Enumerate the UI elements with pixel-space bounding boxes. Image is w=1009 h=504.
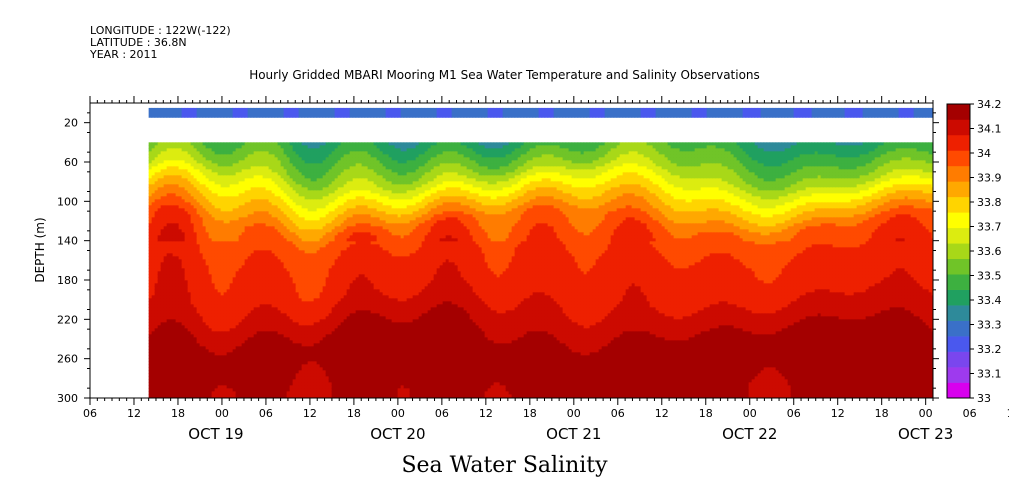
x-axis: 06 12 18 00 06 12 18 00 06 12 18 00 06 12 18 00 06 12 18 00… (83, 96, 1009, 443)
colorbar-label: 33.5 (977, 270, 1002, 283)
x-tick-label: 12 (1007, 407, 1009, 420)
x-day-label: OCT 21 (546, 425, 601, 443)
x-tick-label: 12 (127, 407, 141, 420)
colorbar-swatch (947, 320, 970, 337)
x-tick-label: 06 (963, 407, 977, 420)
colorbar-swatch (947, 274, 970, 290)
x-tick-label: 06 (787, 407, 801, 420)
x-tick-label: 12 (831, 407, 845, 420)
y-tick-label: 180 (57, 274, 78, 287)
colorbar-swatch (947, 212, 970, 229)
y-tick-label: 300 (57, 392, 78, 405)
x-tick-label: 00 (567, 407, 581, 420)
colorbar-swatch (947, 165, 970, 182)
colorbar-swatch (947, 227, 970, 244)
y-tick-label: 140 (57, 235, 78, 248)
colorbar-label: 33.4 (977, 294, 1002, 307)
colorbar-label: 33.7 (977, 221, 1002, 234)
y-tick-label: 100 (57, 195, 78, 208)
longitude-label: LONGITUDE : 122W(-122) (90, 25, 231, 37)
y-axis: 20 60 100 140 180 220 260 300 (57, 112, 939, 405)
y-tick-label: 60 (64, 156, 78, 169)
x-tick-label: 18 (171, 407, 185, 420)
y-tick-label: 260 (57, 353, 78, 366)
colorbar-label: 33 (977, 392, 991, 405)
x-tick-label: 00 (391, 407, 405, 420)
colorbar-label: 33.8 (977, 196, 1002, 209)
x-tick-label: 06 (83, 407, 97, 420)
colorbar-swatch (947, 336, 970, 352)
y-axis-label: DEPTH (m) (33, 217, 47, 282)
colorbar-label: 34.1 (977, 123, 1002, 136)
colorbar-swatch (947, 258, 970, 275)
x-tick-label: 06 (259, 407, 273, 420)
x-tick-label: 06 (435, 407, 449, 420)
colorbar-swatch (947, 351, 970, 368)
colorbar-label: 33.3 (977, 319, 1002, 332)
x-day-label: OCT 22 (722, 425, 777, 443)
colorbar-swatch (947, 305, 970, 321)
y-tick-label: 20 (64, 117, 78, 130)
variable-title: Sea Water Salinity (0, 453, 1009, 478)
salinity-field (148, 107, 933, 398)
colorbar-label: 33.2 (977, 343, 1002, 356)
x-tick-label: 12 (303, 407, 317, 420)
x-tick-label: 18 (875, 407, 889, 420)
x-day-label: OCT 23 (898, 425, 953, 443)
colorbar-label: 33.1 (977, 368, 1002, 381)
colorbar-swatch (947, 367, 970, 383)
colorbar-swatch (947, 150, 970, 167)
colorbar-label: 33.6 (977, 245, 1002, 258)
x-tick-label: 00 (215, 407, 229, 420)
x-tick-label: 18 (347, 407, 361, 420)
colorbar-label: 34 (977, 147, 991, 160)
year-label: YEAR : 2011 (90, 49, 158, 61)
colorbar-swatch (947, 243, 970, 260)
chart-title: Hourly Gridded MBARI Mooring M1 Sea Wate… (0, 68, 1009, 82)
x-tick-label: 06 (611, 407, 625, 420)
colorbar-swatch (947, 289, 970, 306)
y-tick-label: 220 (57, 313, 78, 326)
colorbar-label: 34.2 (977, 98, 1002, 111)
colorbar-label: 33.9 (977, 172, 1002, 185)
x-day-label: OCT 19 (188, 425, 243, 443)
latitude-label: LATITUDE : 36.8N (90, 37, 187, 49)
colorbar-swatch (947, 181, 970, 198)
x-tick-label: 12 (479, 407, 493, 420)
x-tick-label: 18 (699, 407, 713, 420)
colorbar-swatch (947, 104, 970, 120)
colorbar-swatch (947, 196, 970, 213)
colorbar-swatch (947, 134, 970, 151)
colorbar-swatch (947, 382, 970, 399)
x-tick-label: 12 (655, 407, 669, 420)
x-tick-label: 18 (523, 407, 537, 420)
x-tick-label: 00 (919, 407, 933, 420)
x-tick-label: 00 (743, 407, 757, 420)
colorbar-swatch (947, 119, 970, 136)
x-day-label: OCT 20 (370, 425, 425, 443)
colorbar: 33 33.1 33.2 33.3 33.4 33.5 33.6 33.7 33.8 33.9 34… (946, 98, 1002, 405)
